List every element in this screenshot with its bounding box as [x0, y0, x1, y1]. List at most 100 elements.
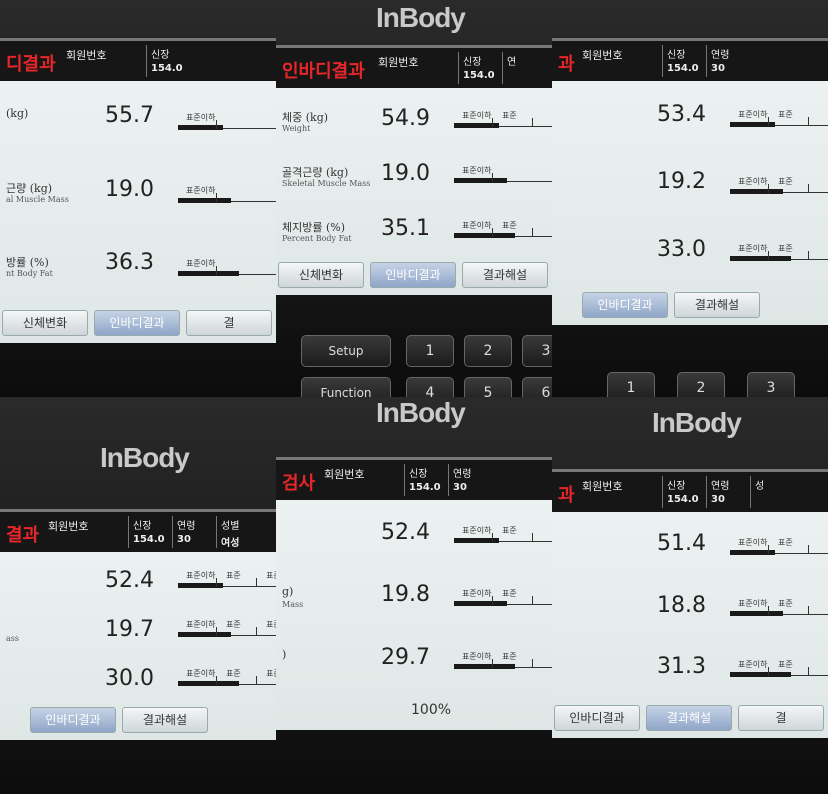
tab-button[interactable]: 인바디결과 [94, 310, 180, 336]
scale-tick [768, 544, 769, 554]
member-label: 회원번호 [582, 480, 623, 493]
keypad-key[interactable]: 2 [677, 372, 725, 397]
tab-button[interactable]: 결과해설 [674, 292, 760, 318]
keypad-key[interactable]: 3 [522, 335, 552, 367]
scale-tick [768, 667, 769, 677]
tab-button[interactable]: 인바디결과 [582, 292, 668, 318]
scale-tick [768, 251, 769, 261]
scale-label: 표준이하 [462, 589, 492, 598]
scale-tick [492, 117, 493, 127]
scale-tick [532, 117, 533, 127]
tab-button[interactable]: 인바디결과 [370, 262, 456, 288]
scale-label: 표준이하 [462, 165, 492, 175]
field-value: 30 [711, 494, 725, 505]
keypad-key[interactable]: Setup [301, 335, 391, 367]
tab-button[interactable]: 신체변화 [2, 310, 88, 336]
row-label: 근량 (kg) [6, 182, 53, 196]
scale-bar [454, 538, 499, 544]
header-bar: 검사 회원번호 신장 154.0 연령 30 [276, 460, 552, 500]
keypad-key[interactable]: 1 [406, 335, 454, 367]
row-value: 53.4 [657, 101, 706, 127]
keypad-key[interactable]: 2 [464, 335, 512, 367]
scale-tick [532, 533, 533, 543]
member-label: 회원번호 [324, 468, 365, 481]
row-value: 35.1 [381, 215, 430, 241]
scale-tick [216, 193, 217, 202]
keypad-key[interactable]: 1 [607, 372, 655, 397]
scale-bar [730, 672, 791, 678]
member-label: 회원번호 [582, 49, 623, 62]
field-divider [404, 464, 405, 496]
scale-label: 표준 [226, 620, 241, 629]
scale-label: 표준 [226, 571, 241, 581]
scale-tick [216, 675, 217, 685]
row-sublabel: Mass [282, 600, 304, 610]
scale-label: 표준이하 [186, 186, 216, 195]
tab-button[interactable]: 결 [186, 310, 272, 336]
scale-label: 표준 [778, 599, 793, 608]
tab-button[interactable]: 신체변화 [278, 262, 364, 288]
scale-bar [730, 549, 775, 555]
scale-label: 표준이하 [462, 651, 492, 661]
scale-bar [454, 663, 515, 669]
scale-line [730, 124, 828, 126]
member-label: 회원번호 [48, 520, 89, 533]
row-label: 골격근량 (kg) [282, 165, 349, 179]
tab-button[interactable]: 결과해설 [646, 705, 732, 731]
scale-tick [492, 227, 493, 237]
scale-bar [730, 189, 783, 194]
tab-button[interactable]: 인바디결과 [554, 705, 640, 731]
keypad-key[interactable]: 5 [464, 377, 512, 397]
scale-tick [808, 667, 809, 677]
tab-button[interactable]: 인바디결과 [30, 707, 116, 733]
field-value: 여성 [221, 538, 240, 549]
header-title: 검사 [282, 473, 316, 494]
scale-tick [808, 544, 809, 554]
row-value: 18.8 [657, 592, 706, 618]
photo-panel: 디결과 회원번호 신장 154.0 (kg) 55.7 표준이하 근량 (kg) al Musc… [0, 0, 276, 397]
scale-label: 표준 [502, 220, 517, 230]
keypad-key[interactable]: 4 [406, 377, 454, 397]
screen: 과 회원번호 신장 154.0 연령 30 53.4 표준이하 표준 19.2 표준이하 표준 33.0… [552, 38, 828, 325]
keypad-key[interactable]: 6 [522, 377, 552, 397]
row-label: ) [282, 648, 287, 662]
scale-bar [730, 611, 783, 616]
photo-panel: InBody 과 회원번호 신장 154.0 연령 30 성 51.4 표준이하 표준 18.8 표준이… [552, 397, 828, 794]
row-label: 체지방률 (%) [282, 220, 346, 234]
field-value: 154.0 [151, 63, 183, 74]
photo-panel: InBody 인바디결과 회원번호 신장 154.0 연 체중 (kg) Weight 54.9… [276, 0, 552, 397]
scale-label: 표준이하 [462, 526, 492, 536]
screen: 결과회원번호신장154.0연령30성별여성52.4표준이하표준표준이상ass19… [0, 509, 276, 740]
scale-label: 표준이하 [186, 259, 216, 269]
scale-label: 표준 [778, 109, 793, 119]
tab-button[interactable]: 결과해설 [122, 707, 208, 733]
member-label: 회원번호 [66, 49, 107, 62]
tab-button[interactable]: 결 [738, 705, 824, 731]
footer-text: 100% [411, 702, 452, 718]
screen: 과 회원번호 신장 154.0 연령 30 성 51.4 표준이하 표준 18.8 표준이하 표준 31.… [552, 469, 828, 738]
scale-tick [492, 596, 493, 605]
photo-panel: 과 회원번호 신장 154.0 연령 30 53.4 표준이하 표준 19.2 표준이하 표준 33.0… [552, 0, 828, 397]
scale-tick [492, 172, 493, 182]
scale-tick [768, 184, 769, 193]
row-value: 55.7 [105, 103, 154, 129]
field-divider [750, 476, 751, 508]
row-label: 방률 (%) [6, 255, 49, 269]
field-value: 30 [453, 482, 467, 493]
field-divider [662, 476, 663, 508]
scale-label: 표준이상 [266, 620, 276, 629]
row-value: 36.3 [105, 250, 154, 275]
row-value: 33.0 [657, 236, 706, 262]
scale-tick [216, 119, 217, 129]
screen: 인바디결과 회원번호 신장 154.0 연 체중 (kg) Weight 54.9 표준이하 표준… [276, 45, 552, 295]
row-sublabel: Weight [282, 123, 311, 133]
tab-button[interactable]: 결과해설 [462, 262, 548, 288]
scale-bar [178, 583, 223, 589]
field-label: 성 [755, 481, 765, 492]
field-value: 154.0 [409, 482, 441, 493]
scale-tick [256, 578, 257, 588]
scale-line [454, 541, 552, 543]
screen: 디결과 회원번호 신장 154.0 (kg) 55.7 표준이하 근량 (kg) al Musc… [0, 38, 276, 343]
keypad-key[interactable]: 3 [747, 372, 795, 397]
keypad-key[interactable]: Function [301, 377, 391, 397]
